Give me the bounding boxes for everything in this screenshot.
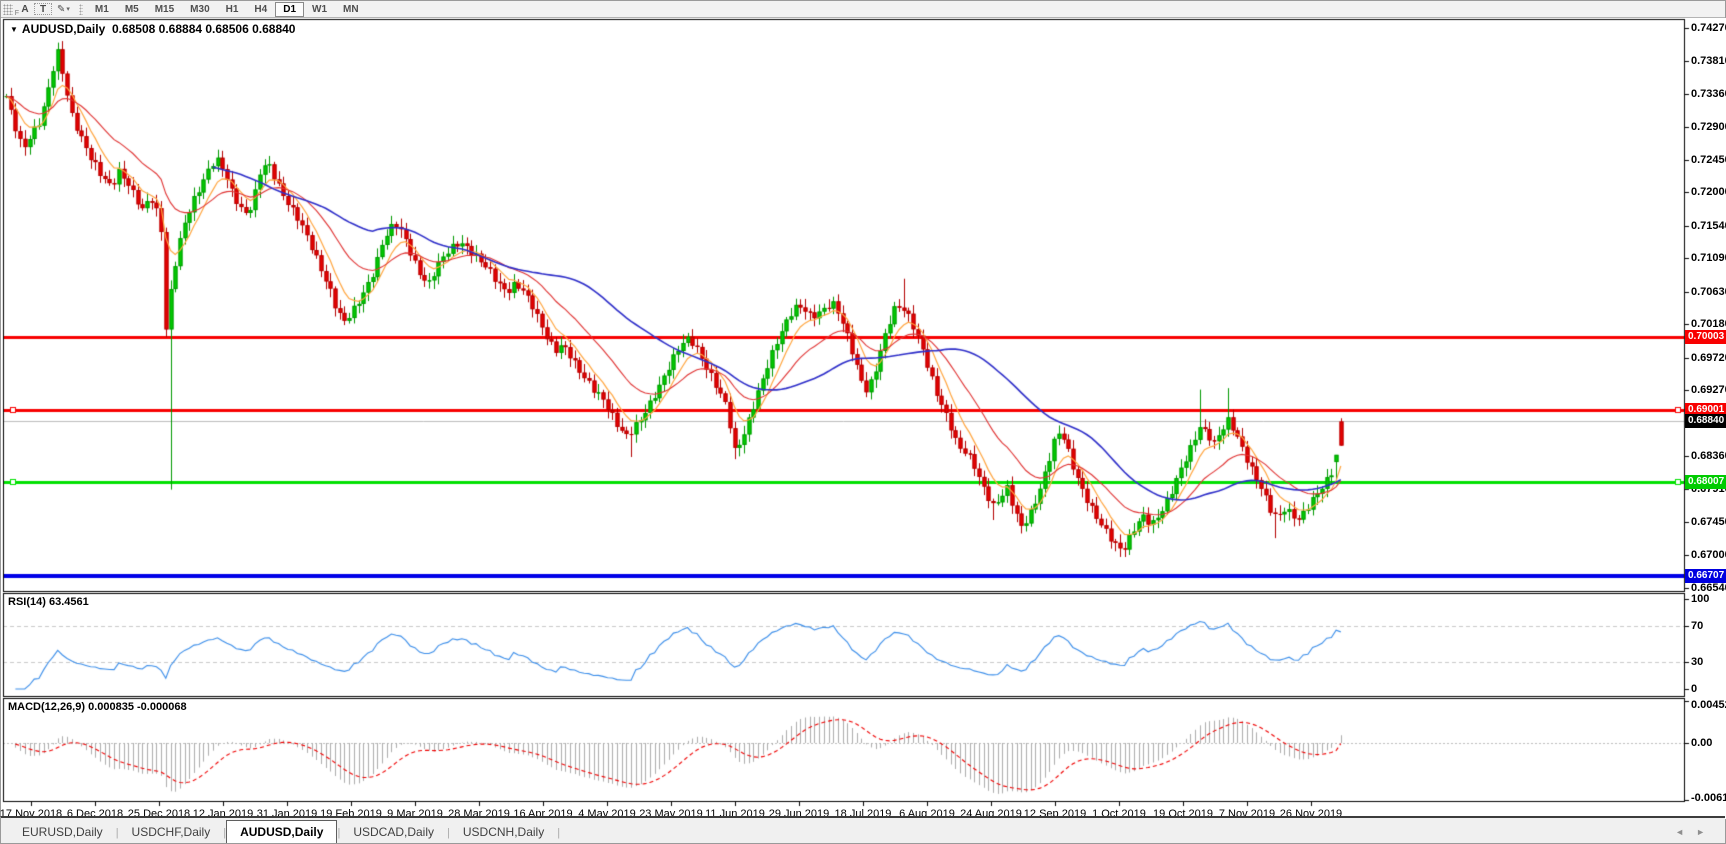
timeframe-button-m15[interactable]: M15 — [154, 3, 175, 15]
timeframe-group: M1 M5 M15 M30 H1 H4 D1 W1 MN — [87, 1, 367, 17]
macd-axis-label: -0.006122 — [1691, 792, 1726, 804]
top-toolbar: F A T ✎ ▾ M1 M5 M15 M30 H1 H4 D1 W1 MN — [1, 1, 1725, 18]
tab-scroll-right-icon[interactable]: ► — [1696, 827, 1717, 837]
chart-tab-audusd[interactable]: AUDUSD,Daily — [226, 820, 338, 843]
tab-scroll-arrows: ◄► — [1675, 827, 1717, 837]
candlestick-canvas[interactable] — [1, 18, 1726, 819]
collapse-triangle-icon[interactable]: ▼ — [10, 25, 18, 34]
timeframe-button-h1[interactable]: H1 — [225, 3, 239, 15]
tab-separator: | — [115, 827, 119, 839]
toolbar-separator — [78, 3, 83, 15]
toolbar-drag-handle-icon[interactable]: F — [3, 3, 19, 17]
price-level-tag: 0.68007 — [1685, 475, 1726, 489]
macd-label: MACD(12,26,9) 0.000835 -0.000068 — [8, 701, 187, 713]
price-level-tag: 0.66707 — [1685, 569, 1726, 583]
font-tool-icon[interactable]: A — [21, 3, 29, 15]
timeframe-button-m5[interactable]: M5 — [124, 3, 139, 15]
chart-tab-usdcnh[interactable]: USDCNH,Daily — [462, 825, 545, 839]
macd-axis-label: 0.00 — [1691, 737, 1713, 749]
price-level-tag: 0.68840 — [1685, 414, 1726, 428]
chevron-down-icon[interactable]: ▾ — [66, 6, 70, 13]
chart-title: ▼ AUDUSD,Daily 0.68508 0.68884 0.68506 0.… — [10, 22, 295, 36]
text-tool-icon[interactable]: T — [34, 3, 52, 15]
rsi-axis-label: 100 — [1691, 593, 1710, 605]
price-axis-label: 0.66540 — [1691, 582, 1726, 594]
timeframe-button-h4[interactable]: H4 — [254, 3, 268, 15]
timeframe-button-w1[interactable]: W1 — [312, 3, 328, 15]
symbol-label: AUDUSD,Daily — [21, 22, 106, 36]
tab-separator: | — [447, 827, 450, 839]
tab-separator: | — [223, 827, 227, 839]
chart-tab-usdchf[interactable]: USDCHF,Daily — [131, 825, 211, 839]
chart-area[interactable]: ▼ AUDUSD,Daily 0.68508 0.68884 0.68506 0.… — [0, 18, 1726, 820]
ohlc-values: 0.68508 0.68884 0.68506 0.68840 — [111, 22, 296, 36]
macd-axis-label: 0.004528 — [1691, 699, 1726, 711]
rsi-axis-label: 70 — [1691, 620, 1704, 632]
chart-tab-eurusd[interactable]: EURUSD,Daily — [22, 825, 103, 839]
timeframe-button-d1[interactable]: D1 — [275, 1, 305, 17]
timeframe-button-m1[interactable]: M1 — [94, 3, 109, 15]
timeframe-button-m30[interactable]: M30 — [190, 3, 210, 15]
tab-separator: | — [557, 827, 561, 839]
price-level-tag: 0.69001 — [1685, 403, 1726, 417]
rsi-axis-label: 0 — [1691, 683, 1698, 695]
timeframe-button-mn[interactable]: MN — [343, 3, 359, 15]
tab-scroll-left-icon[interactable]: ◄ — [1675, 827, 1697, 837]
rsi-label: RSI(14) 63.4561 — [8, 596, 89, 608]
price-level-tag: 0.70003 — [1685, 330, 1726, 344]
tab-separator: | — [337, 827, 341, 839]
chart-tab-bar: EURUSD,Daily | USDCHF,Daily | AUDUSD,Daily | U… — [1, 816, 1725, 843]
rsi-axis-label: 30 — [1691, 656, 1704, 668]
draw-tools-icon[interactable]: ✎ ▾ — [57, 3, 70, 15]
chart-tab-usdcad[interactable]: USDCAD,Daily — [353, 825, 434, 839]
